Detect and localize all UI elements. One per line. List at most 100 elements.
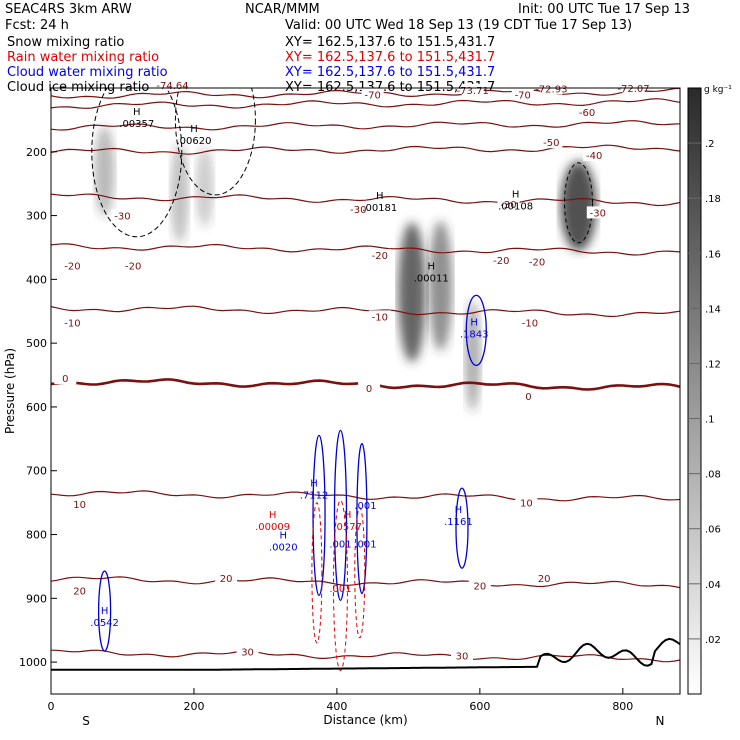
colorbar-tick-label: .08 (705, 470, 721, 481)
isotherm-line (51, 649, 680, 663)
colorbar-tick-label: .14 (705, 304, 721, 315)
label-mask (468, 579, 491, 592)
label-mask (450, 649, 473, 662)
isotherm-label: -10 (64, 319, 80, 330)
colorbar-tick-label: .02 (705, 635, 721, 646)
y-tick-label: 500 (26, 337, 47, 350)
isotherm-label: -20 (493, 256, 509, 267)
isotherm-line (51, 576, 680, 589)
ice-shading-blob (428, 220, 453, 351)
x-tick-label: 200 (183, 700, 204, 713)
maximum-marker: H (133, 107, 141, 118)
terrain-line (51, 637, 680, 671)
maximum-value: .00009 (255, 522, 290, 533)
isotherm-line (51, 490, 680, 502)
label-mask (511, 88, 534, 101)
label-mask (461, 83, 484, 96)
maximum-marker: H (101, 606, 109, 617)
label-mask (236, 645, 259, 658)
isotherm-line (51, 98, 680, 109)
isotherm-label: 10 (520, 499, 533, 510)
isotherm-label: 10 (73, 500, 86, 511)
label-mask (61, 316, 84, 329)
ice-shading-blob (560, 161, 597, 252)
label-mask (583, 148, 606, 161)
isotherm-label: 30 (456, 652, 469, 663)
isotherm-line (51, 243, 680, 256)
label-mask (497, 198, 520, 211)
isotherm-label: -40 (586, 151, 602, 162)
legend-cloud-water-label: Cloud water mixing ratio (7, 65, 168, 80)
y-tick-label: 600 (26, 401, 47, 414)
maximum-marker: H (376, 191, 384, 202)
label-mask (518, 316, 541, 329)
isotherm-label: -60 (579, 108, 595, 119)
y-axis-label: Pressure (hPa) (3, 348, 17, 434)
isotherm-label: 20 (220, 574, 233, 585)
maximum-value: .1161 (444, 517, 473, 528)
colorbar-tick-label: .16 (705, 249, 721, 260)
y-tick-label: 900 (26, 592, 47, 605)
maximum-value: .0542 (90, 618, 119, 629)
y-tick-label: 700 (26, 465, 47, 478)
label-mask (61, 259, 84, 272)
isotherm-line (51, 193, 680, 207)
isotherm-label: -30 (350, 205, 366, 216)
ice-shading-blob (397, 222, 426, 363)
colorbar-tick-label: .18 (705, 194, 721, 205)
label-mask (515, 496, 538, 509)
ice-shading-blob (195, 146, 214, 227)
label-mask (540, 136, 563, 149)
y-tick-label: 400 (26, 273, 47, 286)
isotherm-line (51, 305, 680, 318)
isotherm-label: -30 (500, 200, 516, 211)
legend-snow-xy: XY= 162.5,137.6 to 151.5,431.7 (285, 35, 496, 50)
contour-value-label: .001 (354, 501, 376, 512)
x-tick-label: 0 (48, 700, 55, 713)
cloud-water-contour (455, 487, 469, 569)
label-mask (368, 310, 391, 323)
label-mask (358, 381, 381, 394)
maximum-marker: H (427, 261, 435, 272)
isotherm-label: 30 (241, 647, 254, 658)
x-tick-label: 600 (469, 700, 490, 713)
colorbar-unit: g kg⁻¹ (704, 85, 732, 95)
maximum-value: .1843 (460, 330, 489, 341)
colorbar-tick-label: .04 (705, 580, 721, 591)
maximum-marker: H (344, 510, 352, 521)
isotherm-label: -30 (590, 208, 606, 219)
label-mask (361, 88, 384, 101)
snow-contour (564, 162, 594, 244)
y-tick-label: 200 (26, 146, 47, 159)
snow-contour (91, 88, 183, 238)
rain-contour (311, 502, 323, 644)
label-mask (586, 206, 609, 219)
isotherm-label: -20 (125, 261, 141, 272)
isotherm-line (51, 144, 680, 155)
maximum-value: .0020 (269, 543, 298, 554)
isotherm-label: -72.93 (535, 85, 567, 96)
model-title: SEAC4RS 3km ARW (5, 2, 132, 17)
maximum-value: .7112 (300, 490, 329, 501)
y-tick-label: 300 (26, 210, 47, 223)
organization: NCAR/MMM (245, 2, 320, 17)
ice-shading-blob (170, 143, 189, 244)
cloud-water-contour (333, 429, 348, 602)
isotherm-label: -73.71 (457, 86, 489, 97)
isotherm-label: 20 (473, 582, 486, 593)
maximum-marker: H (280, 531, 288, 542)
maximum-marker: H (190, 124, 198, 135)
isotherm-label: -74.64 (156, 81, 188, 92)
label-mask (215, 571, 238, 584)
maximum-marker: H (470, 318, 478, 329)
rain-contour (332, 500, 348, 672)
maximum-value: .00181 (362, 203, 397, 214)
label-mask (517, 390, 540, 403)
contour-value-label: .001 (354, 539, 376, 550)
isotherm-label: -10 (522, 319, 538, 330)
colorbar-tick-label: .2 (705, 139, 715, 150)
label-mask (490, 254, 513, 267)
maximum-marker: H (269, 510, 277, 521)
x-axis-label: Distance (km) (323, 713, 407, 727)
